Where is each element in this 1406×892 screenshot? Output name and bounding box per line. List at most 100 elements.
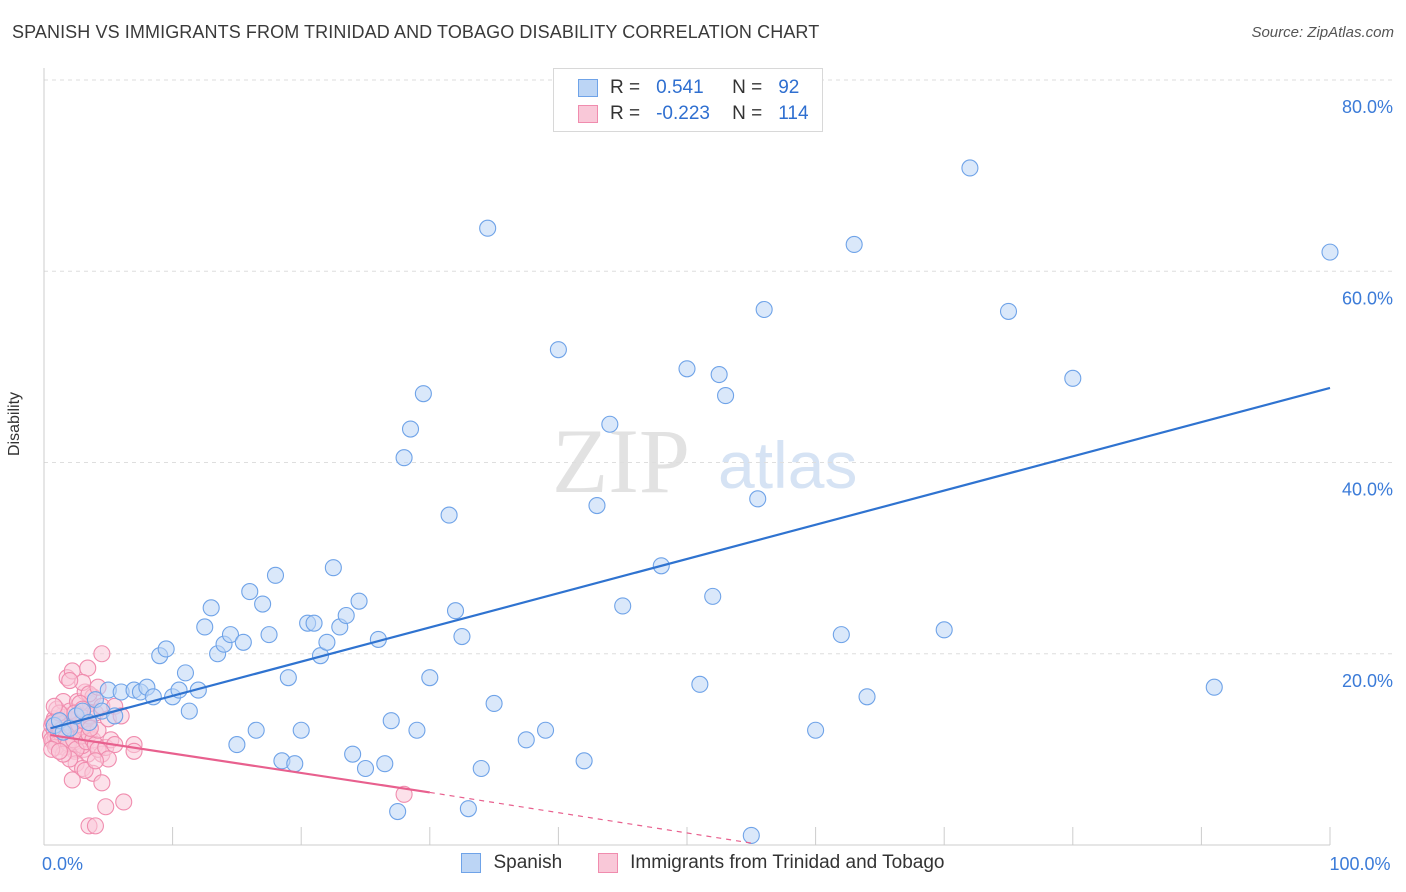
spanish-point — [318, 633, 336, 651]
legend-n-label: N = — [732, 77, 763, 98]
correlation-legend: R = 0.541 N = 92 R = -0.223 N = 114 — [553, 68, 823, 132]
legend-swatch-trinidad — [578, 105, 598, 123]
spanish-point — [234, 633, 252, 651]
watermark: ZIP atlas — [552, 410, 857, 512]
spanish-point — [601, 415, 619, 433]
spanish-point — [260, 626, 278, 644]
y-axis-label: Disability — [6, 391, 23, 456]
trinidad-point — [86, 752, 104, 770]
spanish-point — [401, 420, 420, 438]
spanish-point — [588, 496, 606, 515]
trinidad-point — [79, 659, 97, 677]
trinidad-point — [63, 771, 81, 789]
spanish-point — [196, 618, 214, 636]
spanish-point — [202, 599, 220, 617]
series-legend-label: Spanish — [493, 852, 563, 873]
y-tick-label: 20.0% — [1342, 671, 1393, 691]
spanish-trend-line — [50, 386, 1331, 730]
spanish-point — [999, 302, 1018, 320]
series-legend-label: Immigrants from Trinidad and Tobago — [630, 852, 945, 873]
series-legend-swatch — [461, 853, 482, 873]
legend-n-label: N = — [732, 103, 763, 124]
spanish-point — [755, 300, 773, 319]
spanish-point — [157, 640, 175, 658]
series-legend-swatch — [598, 853, 619, 873]
spanish-point — [305, 614, 323, 632]
spanish-point — [710, 365, 728, 384]
spanish-point — [286, 755, 304, 773]
trinidad-point — [61, 671, 79, 690]
spanish-point — [266, 566, 285, 584]
spanish-point — [241, 583, 259, 601]
series-legend-trinidad[interactable]: Immigrants from Trinidad and Tobago — [598, 852, 945, 874]
trinidad-trend-line-extension — [429, 791, 752, 844]
spanish-point — [678, 360, 696, 378]
spanish-point — [247, 721, 265, 739]
spanish-point — [742, 826, 760, 844]
series-legend: Spanish Immigrants from Trinidad and Tob… — [0, 852, 1406, 874]
spanish-point — [717, 387, 735, 405]
trinidad-point — [50, 742, 68, 760]
legend-swatch-spanish — [578, 79, 598, 97]
spanish-point — [832, 626, 850, 644]
spanish-point — [749, 490, 767, 508]
spanish-point — [176, 664, 195, 682]
legend-n-value: 92 — [778, 77, 800, 98]
legend-r-value: 0.541 — [656, 77, 704, 98]
source-label: Source: ZipAtlas.com — [1251, 24, 1394, 41]
spanish-point — [324, 559, 342, 577]
y-tick-label: 60.0% — [1342, 288, 1393, 308]
y-tick-label: 40.0% — [1342, 480, 1393, 500]
spanish-point — [479, 219, 497, 237]
spanish-point — [472, 759, 490, 778]
legend-n-value: 114 — [778, 103, 809, 124]
trinidad-point — [97, 798, 115, 816]
spanish-point — [337, 606, 355, 625]
spanish-point — [221, 626, 240, 644]
watermark-zip: ZIP — [552, 410, 690, 512]
spanish-point — [180, 702, 198, 720]
series-spanish-points — [45, 159, 1339, 844]
spanish-point — [935, 621, 953, 639]
spanish-point — [691, 675, 709, 693]
spanish-point — [575, 752, 593, 770]
spanish-point — [704, 587, 722, 605]
spanish-point — [395, 449, 413, 467]
trinidad-trend-line — [50, 733, 430, 794]
series-legend-spanish[interactable]: Spanish — [461, 852, 562, 874]
legend-row-trinidad: R = -0.223 N = 114 — [578, 102, 809, 126]
spanish-point — [421, 669, 439, 687]
spanish-point — [279, 669, 297, 687]
chart-title: SPANISH VS IMMIGRANTS FROM TRINIDAD AND … — [12, 22, 820, 42]
trinidad-point — [86, 817, 104, 835]
spanish-point — [1064, 369, 1082, 387]
trinidad-point — [93, 645, 111, 663]
x-tick-label: 0.0% — [42, 854, 83, 874]
trinidad-point — [125, 742, 143, 760]
spanish-point — [517, 731, 535, 749]
spanish-point — [344, 745, 362, 763]
spanish-point — [459, 800, 477, 818]
trinidad-point — [115, 793, 133, 811]
legend-row-spanish: R = 0.541 N = 92 — [578, 76, 799, 100]
x-tick-label: 100.0% — [1329, 854, 1390, 874]
spanish-point — [389, 802, 407, 821]
trinidad-point — [93, 774, 111, 792]
spanish-point — [845, 235, 863, 254]
trinidad-point — [395, 785, 413, 803]
spanish-point — [858, 688, 876, 706]
spanish-point — [228, 736, 246, 754]
series-trinidad-points — [41, 645, 413, 835]
legend-r-label: R = — [610, 77, 641, 98]
spanish-point — [382, 712, 400, 730]
axis-ticks — [43, 827, 1331, 845]
tick-labels: 20.0% 40.0% 60.0% 80.0% 0.0% 100.0% — [42, 97, 1393, 874]
spanish-point — [485, 694, 503, 713]
trend-lines — [50, 386, 1331, 844]
y-tick-label: 80.0% — [1342, 97, 1393, 117]
spanish-point — [440, 506, 458, 524]
spanish-point — [408, 721, 426, 739]
spanish-point — [453, 627, 471, 646]
spanish-point — [292, 721, 310, 739]
